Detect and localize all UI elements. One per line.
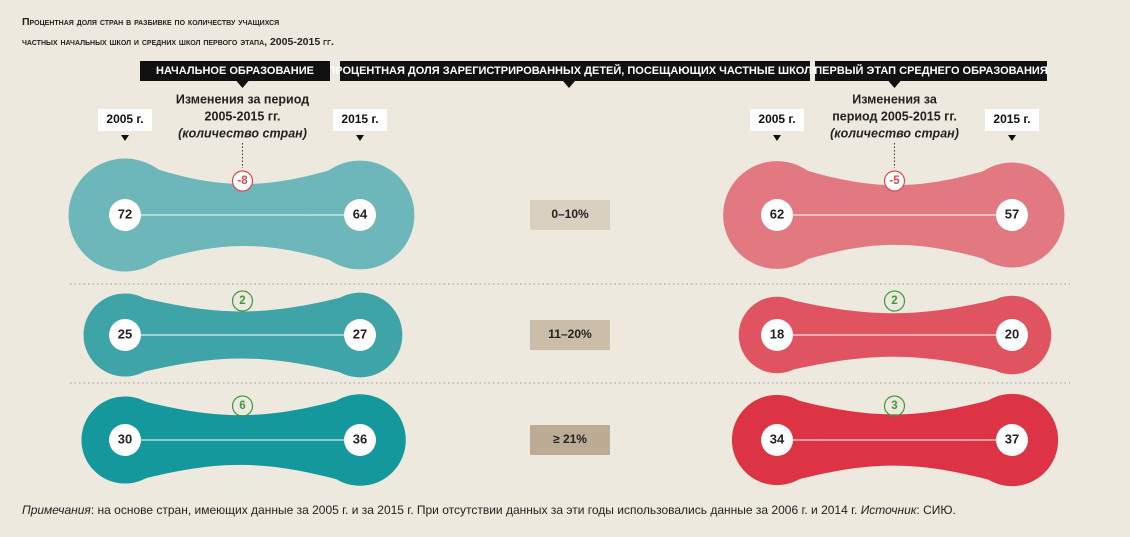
note-text: : на основе стран, имеющих данные за 200… bbox=[91, 503, 861, 517]
panel-header: ПЕРВЫЙ ЭТАП СРЕДНЕГО ОБРАЗОВАНИЯ bbox=[814, 64, 1048, 77]
value-dot bbox=[109, 199, 141, 231]
value-label: 37 bbox=[1005, 431, 1019, 446]
pointer bbox=[773, 135, 781, 141]
panel-header: НАЧАЛЬНОЕ ОБРАЗОВАНИЕ bbox=[156, 65, 314, 77]
band-box bbox=[530, 320, 610, 350]
source-label: Источник bbox=[861, 503, 918, 517]
band-box bbox=[530, 200, 610, 230]
note-label: Примечания bbox=[22, 503, 91, 517]
change-label: (количество стран) bbox=[830, 126, 959, 140]
change-circle bbox=[883, 395, 906, 417]
year-label: 2015 г. bbox=[993, 112, 1030, 126]
pointer bbox=[1008, 135, 1016, 141]
change-value: 3 bbox=[891, 400, 897, 412]
change-label: 2005-2015 гг. bbox=[205, 109, 281, 123]
value-label: 57 bbox=[1005, 206, 1019, 221]
pointer bbox=[121, 135, 129, 141]
change-circle bbox=[231, 395, 254, 417]
year-box bbox=[985, 109, 1039, 131]
value-label: 20 bbox=[1005, 326, 1019, 341]
change-value: -5 bbox=[889, 175, 900, 187]
change-label: (количество стран) bbox=[178, 126, 307, 140]
pointer bbox=[888, 81, 901, 88]
band-label: 0–10% bbox=[551, 207, 589, 221]
source-text: : СИЮ. bbox=[916, 503, 955, 517]
value-label: 18 bbox=[770, 326, 784, 341]
change-label: период 2005-2015 гг. bbox=[832, 109, 957, 123]
value-label: 62 bbox=[770, 206, 784, 221]
change-value: 6 bbox=[239, 400, 245, 412]
center-header-box bbox=[340, 61, 810, 81]
pointer bbox=[356, 135, 364, 141]
band-box bbox=[530, 425, 610, 455]
value-label: 34 bbox=[770, 431, 785, 446]
value-dot bbox=[344, 424, 376, 456]
value-dot bbox=[109, 319, 141, 351]
year-box bbox=[333, 109, 387, 131]
band-label: 11–20% bbox=[548, 327, 592, 341]
year-label: 2015 г. bbox=[341, 112, 378, 126]
change-label: Изменения за период bbox=[176, 92, 309, 106]
value-label: 36 bbox=[353, 431, 367, 446]
change-circle bbox=[231, 170, 254, 192]
change-label: Изменения за bbox=[852, 92, 938, 106]
value-dot bbox=[996, 424, 1028, 456]
year-label: 2005 г. bbox=[106, 112, 143, 126]
band-label: ≥ 21% bbox=[553, 432, 587, 446]
pointer bbox=[236, 81, 249, 88]
value-dot bbox=[344, 199, 376, 231]
change-value: 2 bbox=[891, 295, 897, 307]
header-box bbox=[815, 61, 1047, 81]
change-circle bbox=[883, 170, 906, 192]
value-dot bbox=[761, 424, 793, 456]
value-dot bbox=[996, 199, 1028, 231]
title: частных начальных школ и средних школ пе… bbox=[22, 36, 334, 48]
value-label: 27 bbox=[353, 326, 367, 341]
value-label: 72 bbox=[118, 206, 132, 221]
year-box bbox=[750, 109, 804, 131]
center-header: ПРОЦЕНТНАЯ ДОЛЯ ЗАРЕГИСТРИРОВАННЫХ ДЕТЕЙ… bbox=[327, 64, 822, 77]
change-value: -8 bbox=[237, 175, 248, 187]
value-label: 25 bbox=[118, 326, 132, 341]
title: Процентная доля стран в разбивке по коли… bbox=[22, 16, 279, 28]
header-box bbox=[140, 61, 330, 81]
value-dot bbox=[344, 319, 376, 351]
value-label: 30 bbox=[118, 431, 132, 446]
change-value: 2 bbox=[239, 295, 245, 307]
value-dot bbox=[761, 199, 793, 231]
year-box bbox=[98, 109, 152, 131]
change-circle bbox=[883, 290, 906, 312]
note: Примечания: на основе стран, имеющих дан… bbox=[22, 503, 956, 517]
pointer bbox=[563, 81, 575, 88]
value-dot bbox=[996, 319, 1028, 351]
change-circle bbox=[231, 290, 254, 312]
value-label: 64 bbox=[353, 206, 368, 221]
value-dot bbox=[761, 319, 793, 351]
year-label: 2005 г. bbox=[758, 112, 795, 126]
value-dot bbox=[109, 424, 141, 456]
